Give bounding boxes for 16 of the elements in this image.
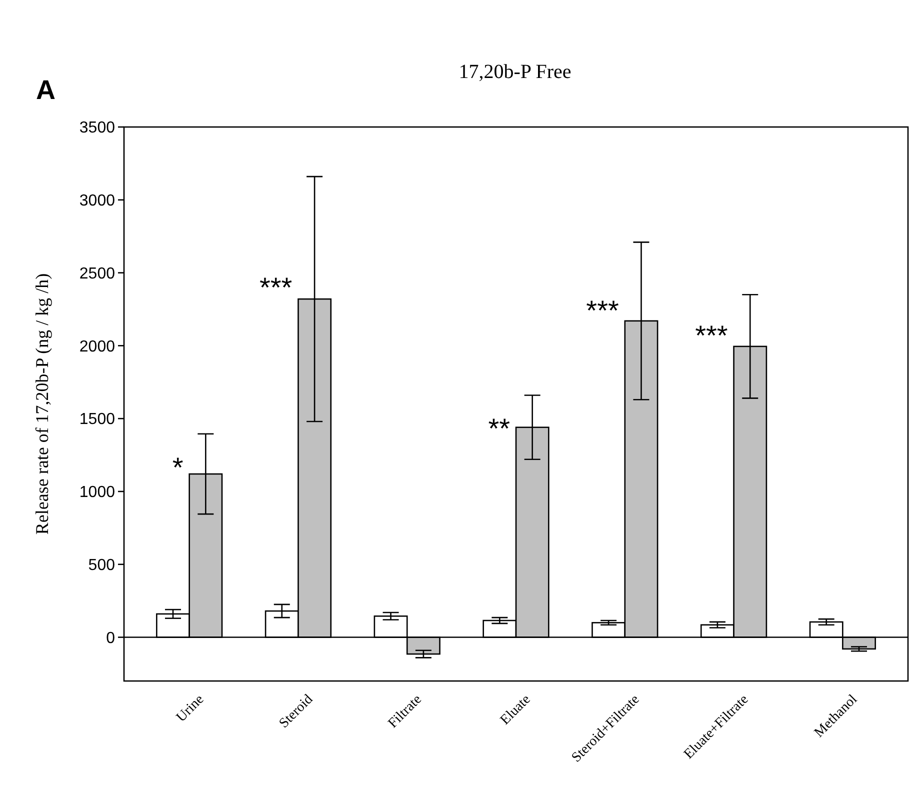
annotation: *** (260, 272, 292, 303)
y-axis-title: Release rate of 17,20b-P (ng / kg /h) (32, 273, 52, 535)
y-tick-label: 2500 (79, 265, 116, 282)
y-tick-label: 0 (106, 630, 116, 647)
y-tick-label: 3000 (79, 192, 116, 210)
y-tick-label: 1500 (79, 411, 116, 428)
annotation: *** (695, 320, 728, 351)
y-tick-label: 1000 (79, 484, 116, 502)
y-tick-label: 500 (88, 556, 116, 574)
annotation: ** (488, 413, 510, 444)
y-tick-label: 3500 (79, 120, 116, 137)
y-tick-label: 2000 (79, 338, 116, 356)
chart-title: 17,20b-P Free (458, 61, 572, 83)
chart-subtitle: A (36, 75, 56, 105)
annotation: * (172, 452, 184, 483)
annotation: *** (586, 295, 619, 326)
